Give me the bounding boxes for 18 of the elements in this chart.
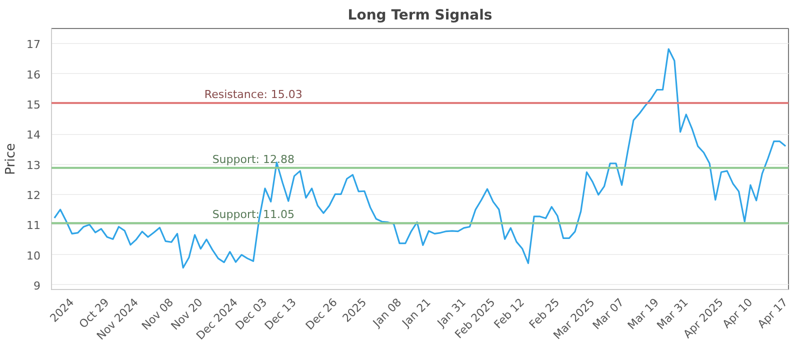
y-tick-label: 10 [26, 249, 41, 262]
line-series [54, 48, 786, 269]
ref-line-label: Support: 12.88 [212, 152, 295, 166]
ref-line-label: Resistance: 15.03 [204, 88, 302, 102]
x-tick-label: Dec 26 [303, 296, 340, 333]
x-tick-label: Apr 17 [755, 296, 790, 331]
ref-line-label: Support: 11.05 [212, 208, 295, 222]
y-tick-label: 13 [26, 158, 41, 172]
y-tick-label: 11 [26, 219, 41, 232]
y-tick-label: 16 [26, 68, 41, 82]
y-tick-label: 12 [26, 188, 41, 202]
y-tick-label: 15 [26, 98, 41, 112]
x-tick-label: Jan 21 [399, 296, 434, 330]
y-axis-title: Price [4, 143, 19, 175]
chart-title: Long Term Signals [348, 8, 492, 24]
y-tick-label: 9 [34, 279, 40, 292]
y-tick-label: 17 [26, 38, 41, 52]
y-tick-label: 14 [26, 128, 41, 142]
